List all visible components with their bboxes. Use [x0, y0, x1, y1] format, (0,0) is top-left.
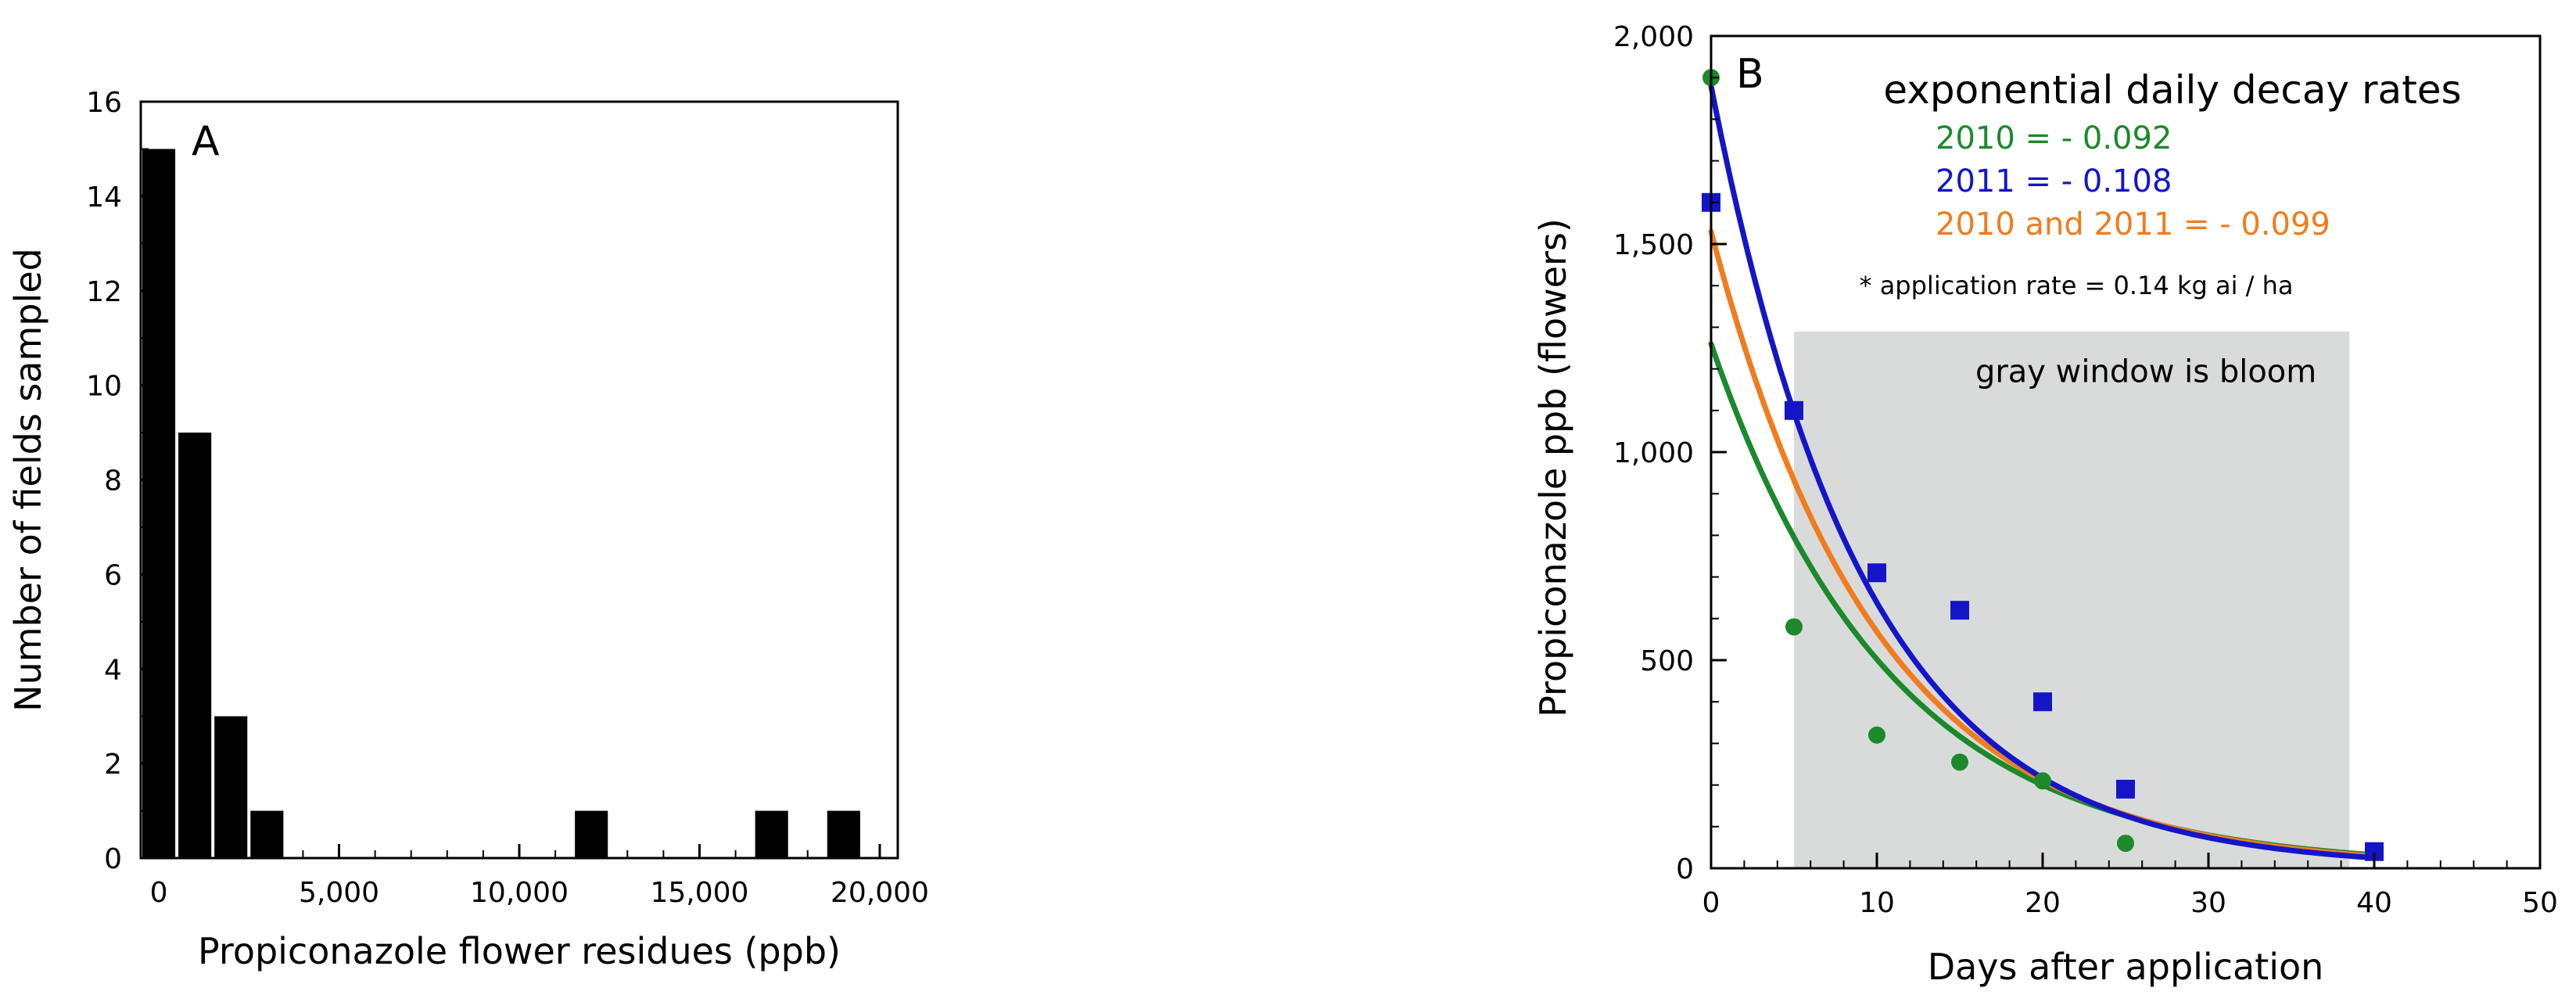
x-tick-label: 30 — [2190, 887, 2226, 919]
panel-b-letter: B — [1736, 51, 1764, 98]
x-tick-label: 10,000 — [470, 877, 569, 909]
x-tick-label: 20,000 — [831, 877, 929, 909]
panel-a-plot-frame — [139, 100, 899, 860]
panel-b-ticks: 0 500 1,000 1,500 2,000 0 10 20 30 40 50 — [1613, 21, 2558, 919]
panel-b-x-axis-title: Days after application — [1928, 946, 2324, 988]
panel-a-y-axis-title: Number of fields sampled — [7, 248, 49, 712]
data-point — [1785, 400, 1803, 420]
panel-b-plot-frame — [1710, 34, 2542, 870]
data-point — [1868, 726, 1885, 744]
panel-a-bars — [142, 149, 860, 858]
data-point — [1951, 753, 1968, 771]
y-tick-label: 2,000 — [1613, 21, 1694, 53]
histogram-bar — [214, 716, 248, 858]
legend-item: 2011 = - 0.108 — [1936, 163, 2172, 199]
y-tick-label: 500 — [1640, 645, 1694, 677]
y-tick-label: 12 — [86, 276, 122, 308]
bloom-window — [1794, 331, 2350, 869]
panel-b-legend: 2010 = - 0.092 2011 = - 0.108 2010 and 201… — [1936, 120, 2330, 242]
x-tick-label: 10 — [1859, 887, 1895, 919]
data-point — [1867, 563, 1886, 583]
data-point — [2034, 772, 2051, 790]
legend-title: exponential daily decay rates — [1883, 67, 2461, 113]
data-point — [1785, 618, 1803, 636]
data-point — [2117, 835, 2134, 853]
y-tick-label: 4 — [104, 654, 122, 686]
x-tick-label: 5,000 — [299, 877, 379, 909]
data-point — [2033, 692, 2052, 712]
y-tick-label: 6 — [104, 559, 122, 591]
y-tick-label: 2 — [104, 749, 122, 781]
panel-a-letter: A — [192, 118, 220, 165]
x-tick-label: 15,000 — [650, 877, 748, 909]
bloom-window-label: gray window is bloom — [1975, 354, 2316, 390]
histogram-bar — [755, 810, 788, 858]
y-tick-label: 1,500 — [1613, 229, 1694, 261]
x-tick-label: 40 — [2356, 887, 2392, 919]
histogram-bar — [250, 810, 284, 858]
data-point — [2116, 779, 2135, 799]
legend-item: 2010 and 2011 = - 0.099 — [1936, 207, 2330, 242]
y-tick-label: 14 — [86, 181, 122, 214]
y-tick-label: 10 — [86, 371, 122, 403]
panel-a-x-axis-title: Propiconazole flower residues (ppb) — [198, 930, 841, 972]
y-tick-label: 0 — [1676, 853, 1694, 885]
data-point — [1950, 601, 1969, 620]
application-rate-note: * application rate = 0.14 kg ai / ha — [1860, 271, 2294, 300]
y-tick-label: 1,000 — [1613, 437, 1694, 469]
legend-item: 2010 = - 0.092 — [1936, 120, 2172, 156]
x-tick-label: 20 — [2025, 887, 2061, 919]
y-tick-label: 8 — [104, 465, 122, 497]
panel-a-ticks: 0 2 4 6 8 10 12 14 16 0 5,000 10,000 15,000 20,000 — [86, 87, 929, 909]
histogram-bar — [142, 149, 176, 858]
histogram-bar — [827, 810, 860, 858]
panel-b-decay-plot: gray window is bloom 05001,0001,5002,000… — [1532, 21, 2558, 988]
histogram-bar — [575, 810, 608, 858]
x-tick-label: 0 — [1702, 887, 1720, 919]
x-tick-label: 0 — [150, 877, 168, 909]
panel-b-y-axis-title: Propiconazole ppb (flowers) — [1532, 218, 1574, 717]
y-tick-label: 0 — [104, 843, 122, 875]
histogram-bar — [178, 433, 212, 858]
y-tick-label: 16 — [86, 87, 122, 119]
x-tick-label: 50 — [2522, 887, 2558, 919]
